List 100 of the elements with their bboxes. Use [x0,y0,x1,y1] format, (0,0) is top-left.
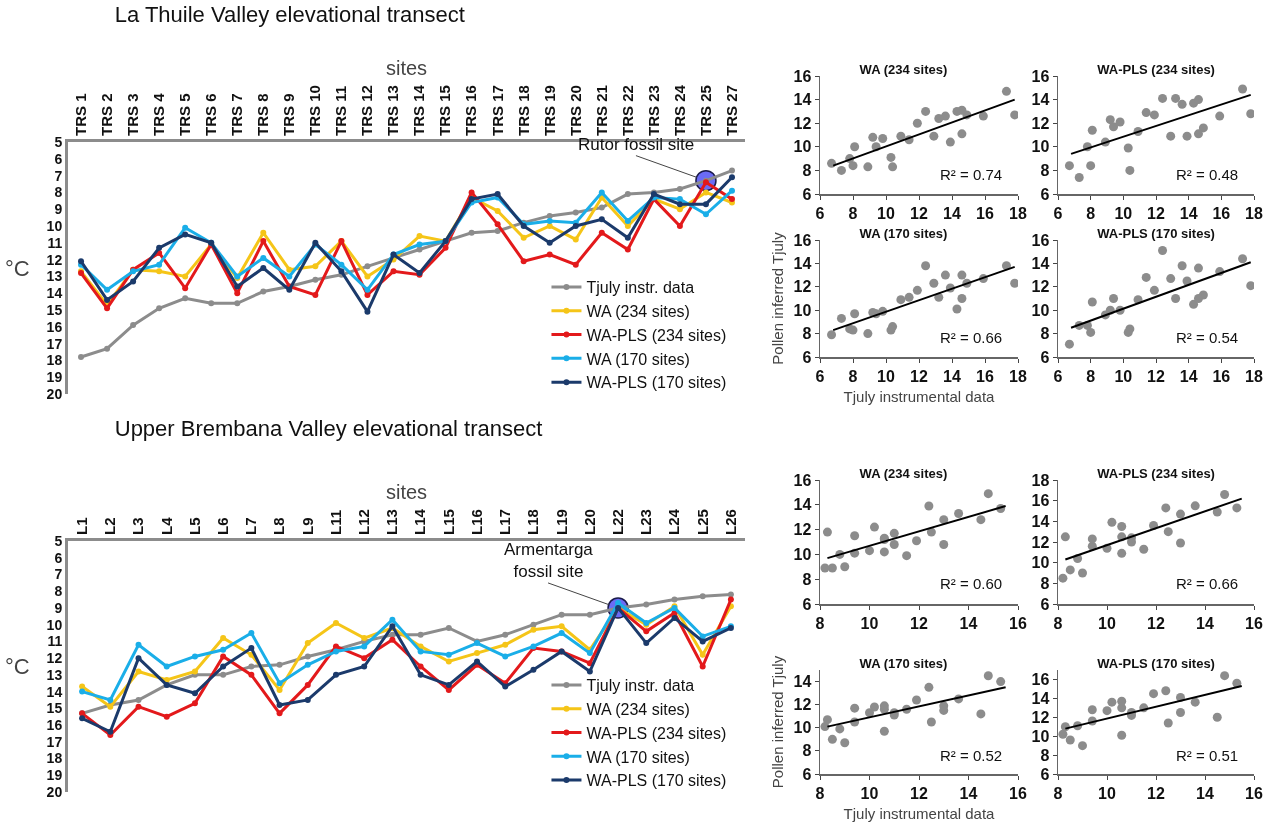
x-tick-label: TRS 22 [618,85,636,136]
annotation: R² = 0.66 [1176,575,1239,592]
x-axis-title: sites [385,481,428,503]
y-tick-label: 16 [1031,231,1050,249]
chart-title: WA-PLS (170 sites) [1097,656,1215,671]
y-tick-label: 6 [54,150,63,167]
y-tick-label: 8 [1040,325,1050,343]
x-tick-label: 8 [1053,614,1063,632]
x-tick-label: 16 [1245,614,1263,632]
x-tick-label: 12 [910,784,928,802]
y-tick-label: 6 [54,549,63,566]
x-tick-label: 8 [1053,784,1063,802]
x-tick-label: TRS 8 [254,93,272,136]
x-tick-label: L12 [355,509,373,535]
x-tick-label: L17 [496,509,514,535]
x-tick-label: 10 [1098,614,1116,632]
legend-label: WA-PLS (234 sites) [586,724,727,742]
y-axis-title: Pollen inferred Tjuly [769,231,786,365]
x-tick-label: L8 [270,517,288,535]
y-tick-label: 9 [54,599,63,616]
y-tick-label: 20 [46,783,63,800]
y-tick-label: 16 [46,318,63,335]
x-tick-label: TRS 1 [71,93,89,136]
y-tick-label: 16 [1031,671,1050,689]
y-tick-label: 11 [47,633,63,650]
chart-title: WA (170 sites) [859,226,948,241]
x-tick-label: 16 [1009,614,1027,632]
y-tick-label: 18 [46,750,63,767]
x-tick-label: 14 [1179,204,1198,222]
y-tick-label: 20 [46,385,63,402]
x-tick-label: 12 [910,367,928,385]
x-tick-label: TRS 24 [670,84,688,136]
x-tick-label: TRS 12 [358,85,376,136]
y-tick-label: 6 [1040,595,1050,613]
chart-title: WA-PLS (170 sites) [1097,226,1215,241]
annotation: R² = 0.66 [940,329,1003,346]
y-tick-label: 6 [802,765,812,783]
y-tick-label: 8 [802,742,812,760]
chart-title: WA-PLS (234 sites) [1097,62,1215,77]
x-tick-label: TRS 18 [514,85,532,136]
x-tick-label: 12 [1147,614,1165,632]
y-tick-label: 12 [1031,708,1050,726]
y-tick-label: 6 [802,185,812,203]
y-tick-label: 9 [54,201,63,218]
chart-title: Upper Brembana Valley elevational transect [114,415,543,441]
x-tick-label: L26 [721,509,739,535]
y-tick-label: 10 [1031,301,1050,319]
x-tick-label: 12 [910,204,928,222]
y-axis-title: Pollen inferred Tjuly [769,655,786,789]
x-tick-label: 8 [848,204,858,222]
y-tick-label: 6 [1040,765,1050,783]
annotation: R² = 0.74 [940,166,1003,183]
y-tick-label: 6 [802,348,812,366]
y-tick-label: 11 [47,234,63,251]
chart-title: WA-PLS (234 sites) [1097,466,1215,481]
x-axis-title: Tjuly instrumental data [843,388,996,406]
annotation: Rutor fossil site [578,135,695,154]
x-tick-label: 12 [1147,367,1165,385]
x-tick-label: 10 [1098,784,1116,802]
y-tick-label: 15 [46,700,63,717]
x-tick-label: TRS 27 [722,85,740,136]
x-tick-label: L14 [411,508,429,535]
x-tick-label: 10 [860,784,879,802]
x-tick-label: 18 [1009,367,1027,385]
legend-label: WA-PLS (170 sites) [586,772,727,790]
x-tick-label: 16 [1212,204,1231,222]
x-tick-label: TRS 7 [228,93,246,136]
x-tick-label: 8 [815,784,825,802]
chart-title: WA (234 sites) [859,62,948,77]
x-tick-label: L11 [326,509,344,535]
annotation: R² = 0.48 [1176,166,1239,183]
x-tick-label: L13 [383,509,401,535]
x-tick-label: L22 [608,509,626,535]
x-tick-label: L9 [298,517,316,535]
y-tick-label: 5 [54,532,63,549]
legend-label: WA-PLS (234 sites) [586,326,727,344]
y-tick-label: 14 [46,683,63,700]
y-tick-label: 8 [802,162,812,179]
y-tick-label: 12 [46,251,63,268]
y-tick-label: 16 [1031,67,1050,85]
legend-label: WA-PLS (170 sites) [586,374,727,392]
y-tick-label: 10 [46,217,63,234]
y-tick-label: 16 [793,471,812,489]
x-tick-label: 18 [1245,204,1263,222]
x-tick-label: TRS 20 [566,85,584,136]
x-tick-label: L25 [693,509,711,535]
legend-label: WA (234 sites) [586,700,690,718]
y-tick-label: 14 [793,496,812,514]
y-tick-label: 8 [54,184,63,201]
y-tick-label: 5 [54,133,63,150]
x-tick-label: 12 [910,614,928,632]
x-tick-label: 8 [1086,367,1096,385]
x-tick-label: 16 [976,204,994,222]
y-tick-label: 10 [793,301,812,319]
x-tick-label: TRS 19 [540,85,558,136]
y-tick-label: 13 [46,268,63,285]
y-tick-label: 6 [1040,185,1050,203]
legend-label: Tjuly instr. data [586,279,695,297]
y-tick-label: 10 [793,719,812,737]
x-tick-label: TRS 21 [592,85,610,136]
